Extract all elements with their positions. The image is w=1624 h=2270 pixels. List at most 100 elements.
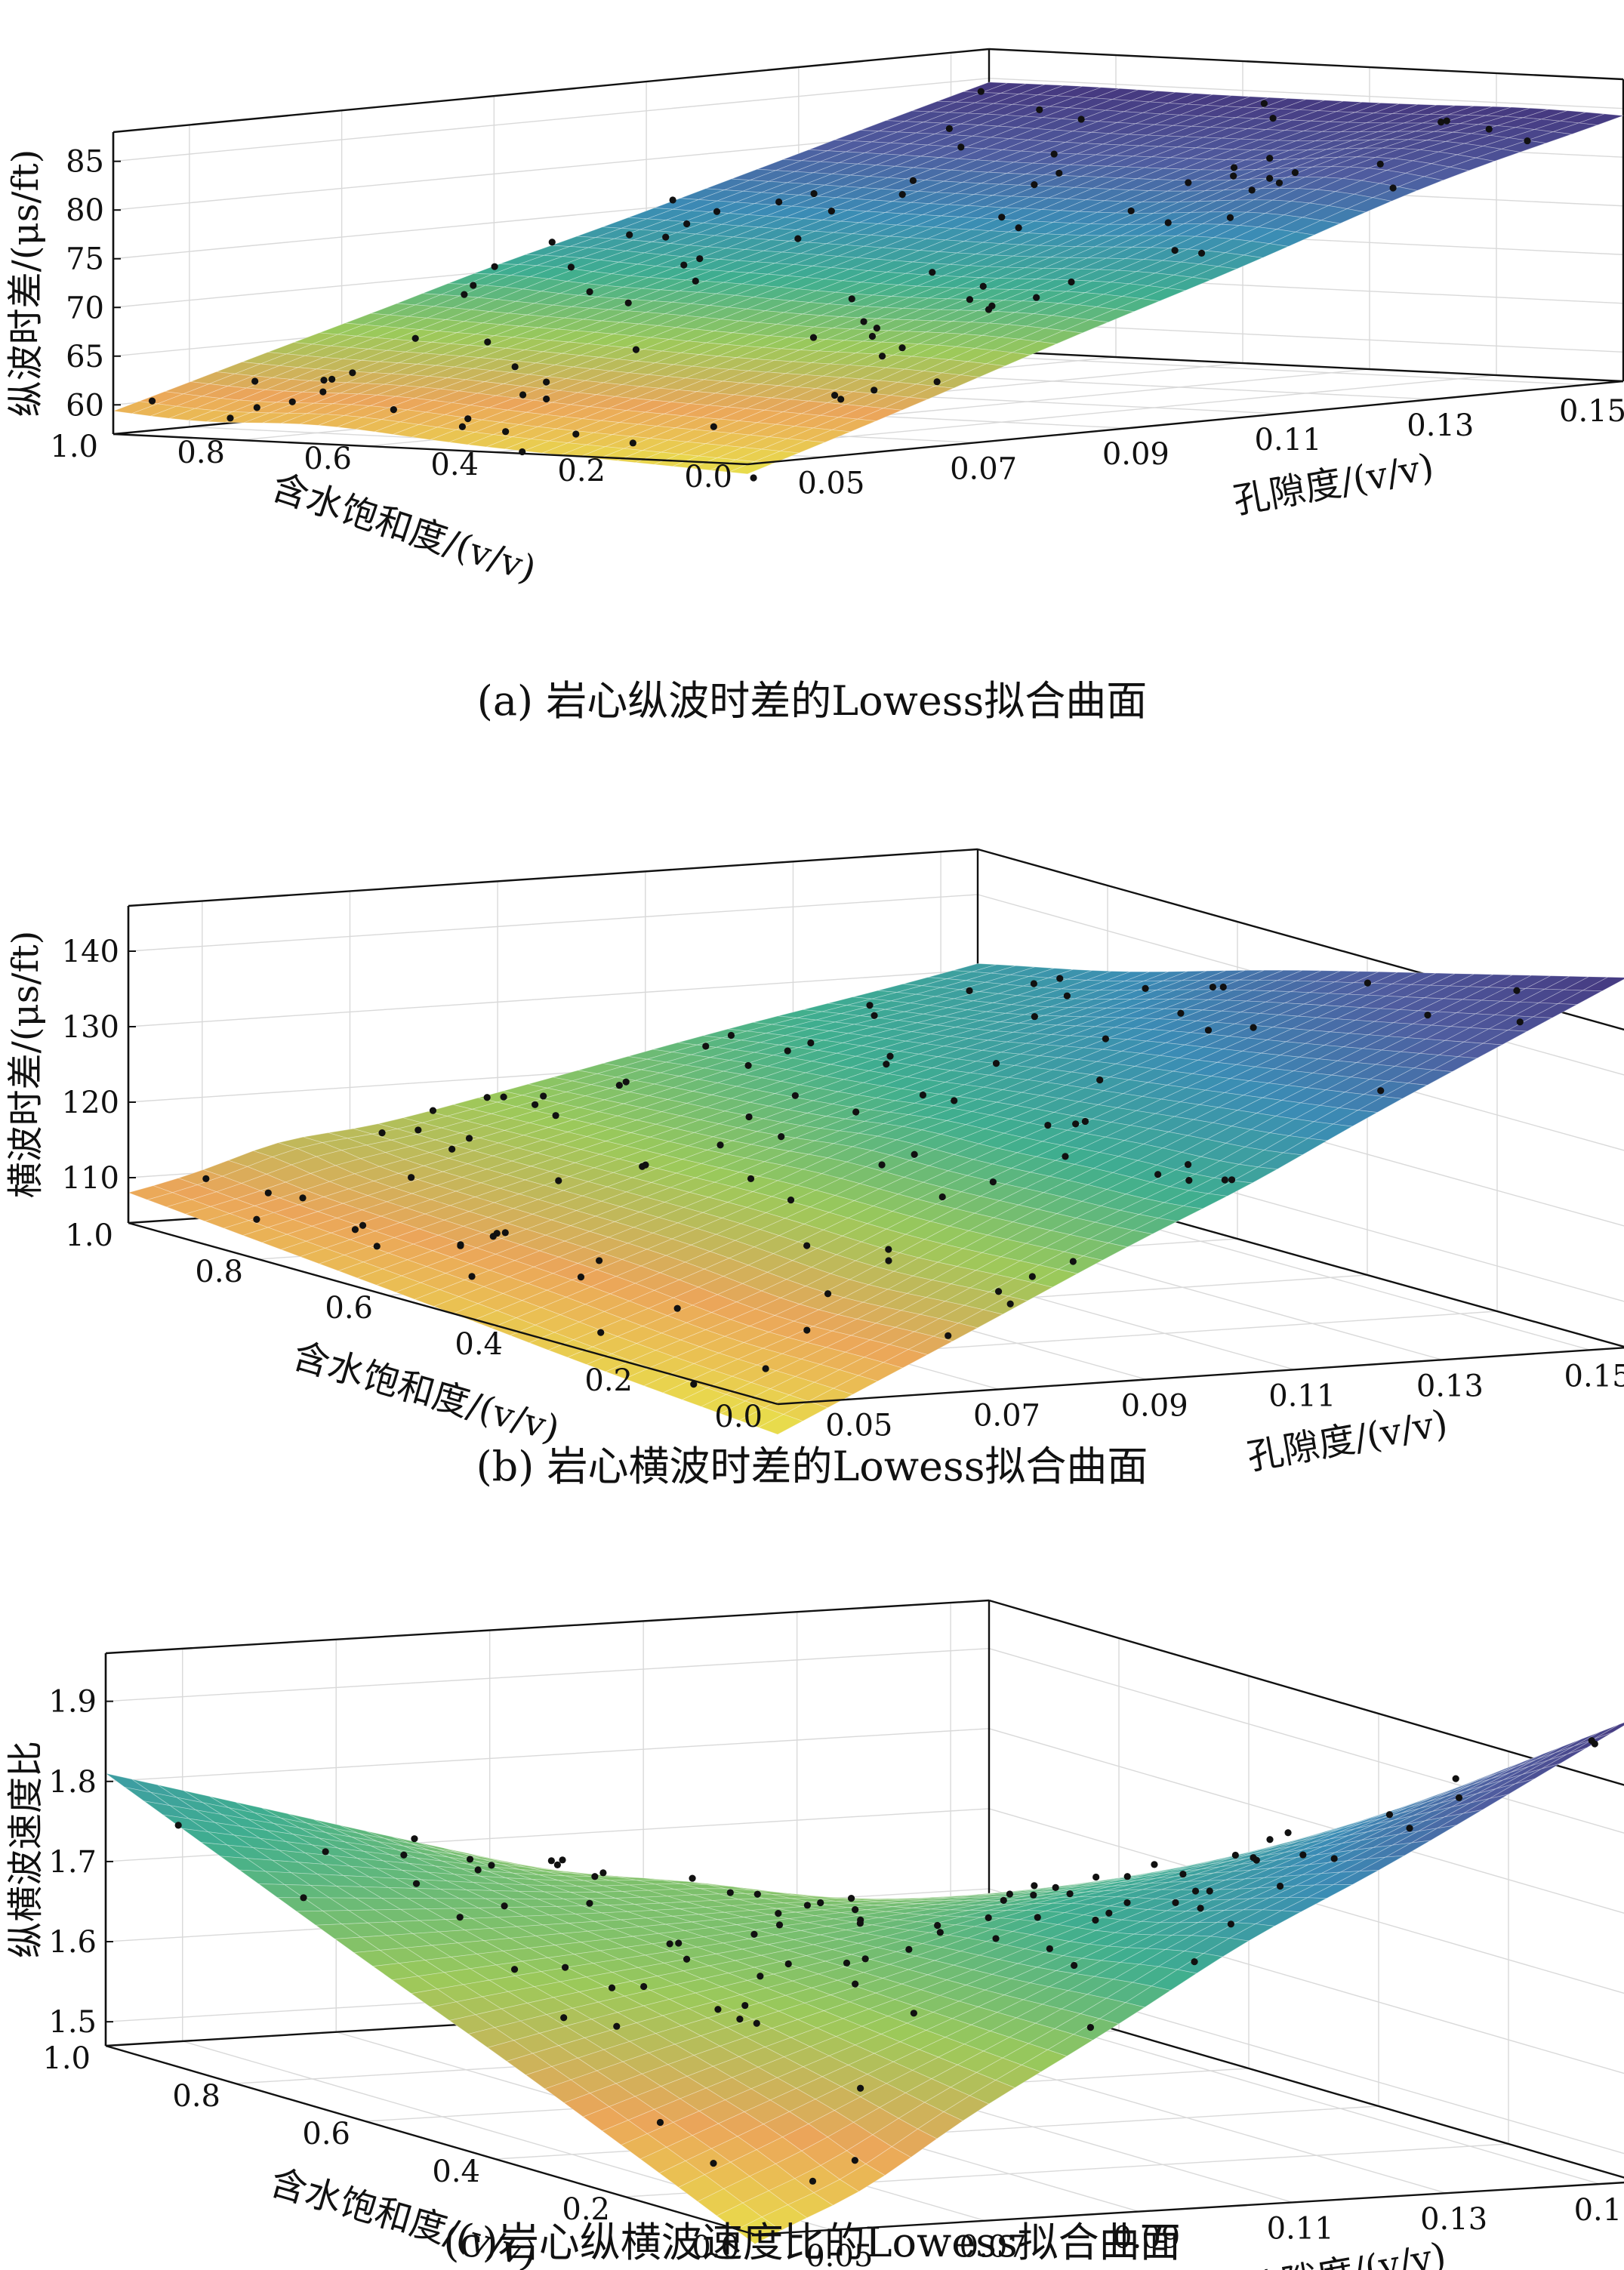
surface-patch bbox=[1142, 1131, 1189, 1149]
surface-patch bbox=[810, 197, 855, 210]
data-point bbox=[253, 404, 260, 411]
surface-patch bbox=[697, 1276, 744, 1295]
surface-patch bbox=[490, 1317, 537, 1336]
data-point bbox=[531, 1101, 539, 1108]
axis-lines bbox=[104, 1653, 1624, 2236]
surface-patch bbox=[1148, 1116, 1195, 1132]
surface-patch bbox=[1186, 237, 1234, 251]
data-point bbox=[977, 88, 985, 95]
data-point bbox=[791, 1092, 799, 1099]
data-point bbox=[501, 1229, 509, 1237]
surface-patch bbox=[1017, 987, 1062, 998]
data-point bbox=[613, 2022, 621, 2030]
data-point bbox=[1006, 1300, 1014, 1307]
surface-patch bbox=[1119, 1948, 1166, 1965]
data-point bbox=[1063, 992, 1071, 999]
surface-patch bbox=[858, 1362, 904, 1382]
data-point bbox=[886, 1052, 894, 1060]
caption-b: (b) 岩心横波时差的Lowess拟合曲面 bbox=[476, 1443, 1148, 1490]
surface-patch bbox=[521, 1957, 569, 1973]
surface-patch bbox=[964, 1114, 1012, 1129]
surface-patch bbox=[1120, 285, 1168, 299]
surface-patch bbox=[1074, 177, 1119, 189]
data-point bbox=[809, 2177, 817, 2185]
surface-patch bbox=[538, 1240, 585, 1258]
surface-patch bbox=[719, 2037, 766, 2057]
surface-patch bbox=[1154, 114, 1199, 126]
x-tick-label: 0.09 bbox=[1102, 437, 1169, 472]
surface-patch bbox=[1011, 340, 1058, 356]
y-tick-label: 0.2 bbox=[557, 454, 606, 488]
data-point bbox=[1030, 980, 1037, 987]
data-point bbox=[710, 2160, 717, 2167]
data-point bbox=[933, 378, 941, 386]
surface-patch bbox=[381, 409, 427, 423]
surface-patch bbox=[744, 239, 790, 251]
surface-patch bbox=[248, 1212, 294, 1228]
data-point bbox=[1253, 1856, 1260, 1864]
surface-patch bbox=[1055, 1200, 1102, 1218]
surface-patch bbox=[889, 226, 935, 239]
surface-patch bbox=[125, 1787, 171, 1806]
surface-patch bbox=[729, 359, 775, 371]
surface-patch bbox=[801, 402, 846, 416]
data-points bbox=[202, 975, 1524, 1388]
data-point bbox=[1588, 1737, 1595, 1745]
surface-patch bbox=[393, 1228, 439, 1245]
y-tick-label: 0.6 bbox=[304, 442, 352, 476]
surface-patch bbox=[1018, 1192, 1064, 1210]
surface-patch bbox=[1137, 168, 1182, 180]
surface-patch bbox=[608, 1904, 654, 1912]
surface-patch bbox=[1300, 148, 1345, 159]
surface-patch bbox=[668, 1992, 716, 2010]
z-tick-label: 80 bbox=[66, 193, 104, 228]
x-tick-label: 0.11 bbox=[1255, 423, 1322, 457]
surface-patch bbox=[859, 2083, 907, 2108]
data-point bbox=[1443, 117, 1450, 125]
data-point bbox=[501, 1902, 508, 1910]
data-point bbox=[351, 1226, 359, 1234]
surface-patch bbox=[753, 1015, 797, 1025]
surface-patch bbox=[778, 1224, 824, 1243]
data-point bbox=[1377, 1087, 1385, 1095]
surface-patch bbox=[797, 1011, 842, 1021]
surface-patch bbox=[649, 267, 694, 279]
surface-patch bbox=[974, 1021, 1019, 1031]
data-point bbox=[349, 369, 356, 377]
surface-patch bbox=[1013, 152, 1059, 164]
data-point bbox=[591, 1873, 599, 1880]
data-point bbox=[747, 1175, 755, 1183]
data-point bbox=[856, 1920, 864, 1927]
surface-patch bbox=[563, 1898, 609, 1907]
surface-patch bbox=[1040, 1084, 1086, 1099]
surface-patch bbox=[810, 1254, 857, 1274]
surface-patch bbox=[655, 1339, 701, 1358]
data-point bbox=[468, 1273, 476, 1280]
surface-plot-a: 60 65 70 75 80 85 1.0 0.8 0.6 0.4 0.2 0.0 0.05 0.07 0.… bbox=[5, 48, 1624, 591]
surface-patch bbox=[1385, 984, 1431, 997]
surface-patch bbox=[673, 1346, 720, 1364]
y-tick-label: 0.0 bbox=[692, 2230, 740, 2265]
surface-patch bbox=[1046, 223, 1091, 236]
data-point bbox=[784, 1047, 791, 1055]
surface-patch bbox=[603, 1301, 649, 1320]
surface-patch bbox=[165, 1199, 212, 1215]
data-point bbox=[775, 1921, 784, 1929]
surface-patch bbox=[858, 1171, 905, 1190]
surface-patch bbox=[1194, 223, 1240, 238]
surface-patch bbox=[1163, 1864, 1209, 1874]
surface-patch bbox=[1273, 109, 1318, 121]
surface-patch bbox=[877, 213, 923, 226]
data-point bbox=[662, 233, 670, 241]
data-point bbox=[300, 1894, 307, 1902]
surface-patch bbox=[802, 303, 847, 316]
surface-patch bbox=[946, 135, 991, 148]
data-point bbox=[803, 1242, 811, 1249]
surface-patch bbox=[566, 1346, 613, 1365]
surface-patch bbox=[672, 1914, 718, 1923]
z-tick-label: 1.5 bbox=[48, 2005, 97, 2040]
surface-patch bbox=[578, 382, 623, 396]
surface-patch bbox=[492, 1890, 538, 1899]
surface-patch bbox=[927, 134, 972, 146]
surface-patch bbox=[602, 217, 648, 229]
